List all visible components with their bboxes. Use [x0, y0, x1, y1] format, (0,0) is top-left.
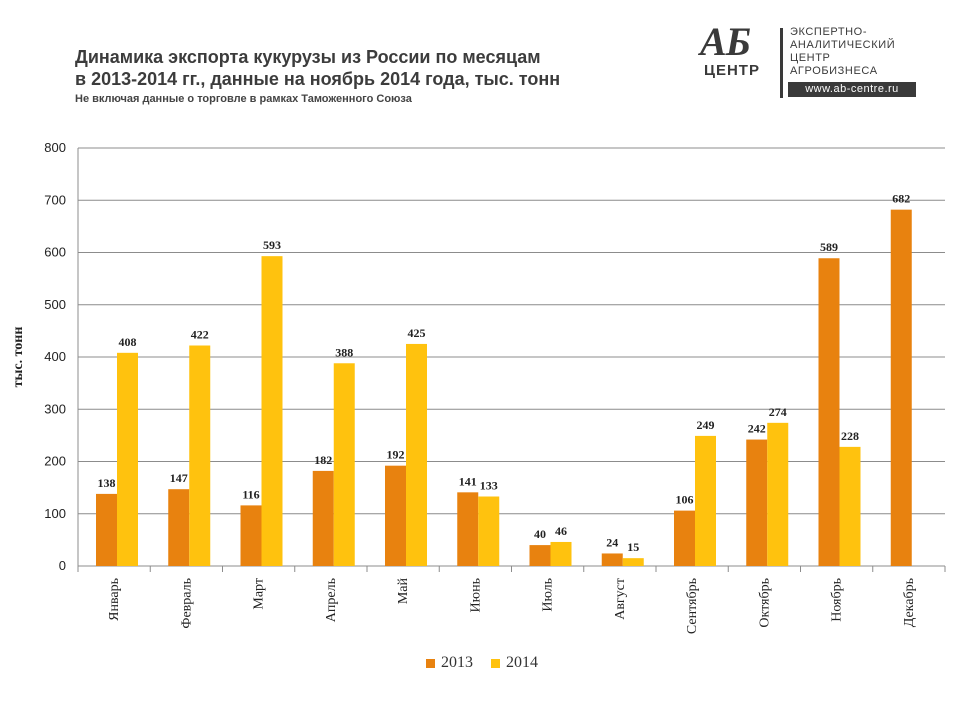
bar-2014 [550, 541, 572, 566]
data-label-2014: 46 [555, 524, 567, 538]
data-label-2013: 138 [98, 476, 116, 490]
x-tick-label: Июль [541, 578, 556, 612]
bar-2014 [695, 435, 716, 566]
legend-label-2013: 2013 [441, 654, 473, 671]
logo-mark-bottom: ЦЕНТР [704, 62, 760, 79]
legend-swatch-2013 [426, 658, 435, 668]
data-label-2013: 40 [534, 527, 546, 541]
chart-subtitle: Не включая данные о торговле в рамках Та… [75, 93, 412, 105]
bar-2014 [478, 496, 500, 566]
y-tick-label: 300 [44, 401, 66, 416]
x-tick-label: Август [613, 578, 628, 620]
y-tick-label: 800 [44, 140, 66, 155]
bar-2014 [261, 256, 283, 566]
bar-2013 [240, 505, 262, 566]
bar-2013 [818, 258, 840, 566]
y-tick-label: 400 [44, 349, 66, 364]
data-label-2014: 274 [769, 405, 787, 419]
logo-line-2: АНАЛИТИЧЕСКИЙ [790, 39, 896, 51]
logo-url: www.ab-centre.ru [788, 82, 916, 97]
bar-2013 [168, 489, 190, 566]
data-label-2014: 15 [627, 540, 639, 554]
data-label-2013: 242 [748, 422, 766, 436]
logo-line-3: ЦЕНТР [790, 52, 831, 64]
x-tick-label: Ноябрь [830, 578, 845, 622]
logo-mark: АБ ЦЕНТР [698, 20, 780, 88]
bar-2013 [457, 492, 479, 566]
data-label-2014: 133 [480, 479, 498, 493]
x-tick-label: Май [396, 577, 411, 604]
logo-line-4: АГРОБИЗНЕСА [790, 65, 878, 77]
bar-2013 [529, 545, 551, 566]
y-tick-label: 0 [59, 558, 66, 573]
bar-2014 [622, 558, 644, 566]
legend: 2013 2014 [426, 654, 538, 672]
data-label-2014: 593 [263, 238, 281, 252]
bar-2014 [117, 352, 138, 566]
data-label-2014: 422 [191, 328, 209, 342]
chart-title: Динамика экспорта кукурузы из России по … [75, 46, 560, 90]
bar-2014 [189, 345, 211, 566]
data-label-2014: 228 [841, 429, 859, 443]
x-tick-label: Октябрь [757, 578, 772, 628]
data-label-2013: 141 [459, 474, 477, 488]
data-label-2014: 388 [335, 345, 353, 359]
bar-2014 [406, 343, 427, 566]
x-tick-label: Январь [107, 578, 122, 621]
x-tick-label: Июнь [468, 578, 483, 612]
chart-title-line1: Динамика экспорта кукурузы из России по … [75, 47, 541, 67]
data-label-2013: 682 [892, 192, 910, 206]
bar-2013 [312, 470, 334, 566]
bar-2013 [96, 493, 117, 566]
data-label-2014: 425 [408, 326, 426, 340]
data-label-2013: 24 [606, 535, 618, 549]
y-axis-title: тыс. тонн [11, 327, 26, 388]
ab-centre-logo: АБ ЦЕНТР ЭКСПЕРТНО- АНАЛИТИЧЕСКИЙ ЦЕНТР … [698, 20, 928, 100]
bar-2013 [601, 553, 623, 566]
data-label-2014: 249 [697, 418, 715, 432]
y-tick-label: 600 [44, 245, 66, 260]
x-tick-label: Декабрь [902, 578, 917, 627]
logo-line-1: ЭКСПЕРТНО- [790, 26, 868, 38]
data-label-2013: 106 [676, 493, 694, 507]
legend-swatch-2014 [491, 658, 500, 668]
data-label-2013: 589 [820, 240, 838, 254]
y-tick-label: 100 [44, 506, 66, 521]
y-tick-label: 200 [44, 454, 66, 469]
bar-2014 [767, 422, 789, 566]
bar-2014 [839, 446, 861, 566]
data-label-2013: 192 [387, 448, 405, 462]
data-label-2013: 147 [170, 471, 188, 485]
bar-2013 [385, 465, 406, 566]
x-tick-label: Апрель [324, 578, 339, 622]
bar-2013 [890, 209, 912, 566]
bar-2013 [674, 510, 695, 566]
bar-2013 [746, 439, 768, 566]
logo-mark-top: АБ [700, 19, 751, 64]
x-tick-label: Март [252, 578, 267, 610]
logo-text: ЭКСПЕРТНО- АНАЛИТИЧЕСКИЙ ЦЕНТР АГРОБИЗНЕ… [790, 26, 895, 78]
y-tick-label: 500 [44, 297, 66, 312]
logo-divider [780, 28, 783, 98]
legend-label-2014: 2014 [506, 654, 538, 671]
data-label-2014: 408 [119, 335, 137, 349]
x-tick-label: Сентябрь [685, 578, 700, 634]
data-label-2013: 182 [314, 453, 332, 467]
y-tick-label: 700 [44, 192, 66, 207]
data-label-2013: 116 [242, 487, 259, 501]
bar-2014 [333, 363, 355, 566]
chart-title-line2: в 2013-2014 гг., данные на ноябрь 2014 г… [75, 69, 561, 89]
x-tick-label: Февраль [179, 578, 194, 629]
